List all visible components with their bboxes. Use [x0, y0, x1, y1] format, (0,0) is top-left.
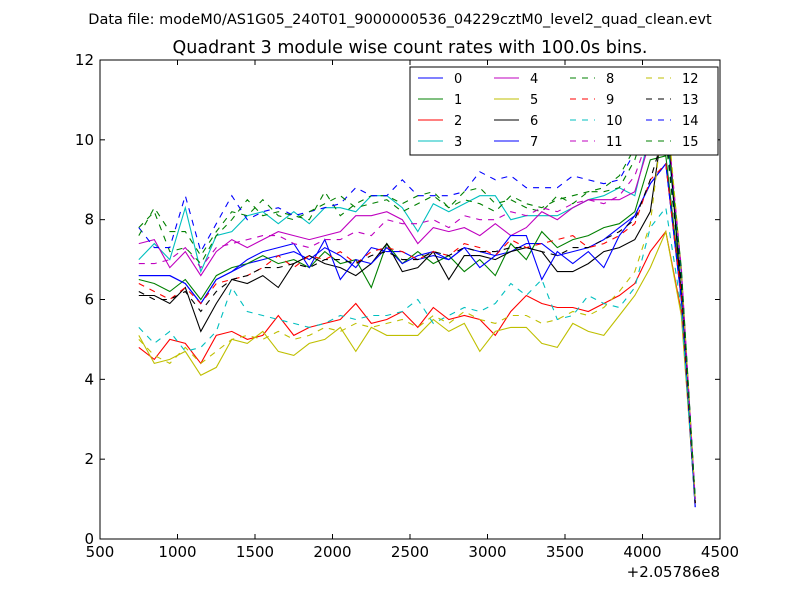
series-line-15	[138, 107, 696, 500]
plot-area: 500 1000 1500 2000 2500 3000 3500 4000 4500 0 2 4 6…	[75, 51, 739, 561]
series-line-1	[138, 155, 696, 504]
legend-label-2: 2	[454, 114, 462, 129]
series-line-7	[138, 162, 696, 508]
legend-label-11: 11	[606, 135, 623, 150]
legend-label-14: 14	[682, 114, 699, 129]
series-line-14	[138, 119, 696, 500]
y-tick-label: 12	[75, 51, 94, 69]
series-line-10	[138, 206, 696, 504]
x-tick-label: 1000	[158, 543, 196, 561]
legend-label-0: 0	[454, 72, 462, 87]
legend-label-5: 5	[530, 93, 538, 108]
legend-label-1: 1	[454, 93, 462, 108]
legend-label-3: 3	[454, 135, 462, 150]
legend-label-7: 7	[530, 135, 538, 150]
legend-label-10: 10	[606, 114, 623, 129]
legend-label-9: 9	[606, 93, 614, 108]
y-tick-label: 8	[84, 211, 94, 229]
x-offset-label: +2.05786e8	[627, 563, 720, 581]
y-tick-label: 10	[75, 131, 94, 149]
x-tick-label: 3500	[546, 543, 584, 561]
series-line-4	[138, 105, 696, 500]
x-tick-label: 4500	[701, 543, 739, 561]
series-line-6	[138, 103, 696, 504]
legend-label-8: 8	[606, 72, 614, 87]
x-tick-label: 1500	[236, 543, 274, 561]
x-tick-label: 2500	[391, 543, 429, 561]
suptitle: Data file: modeM0/AS1G05_240T01_90000005…	[88, 12, 712, 28]
legend-label-15: 15	[682, 135, 699, 150]
x-tick-label: 4000	[623, 543, 661, 561]
series-line-11	[138, 102, 696, 500]
y-tick-label: 4	[84, 370, 94, 388]
legend-label-6: 6	[530, 114, 538, 129]
series-line-13	[138, 127, 696, 504]
legend-label-12: 12	[682, 72, 699, 87]
y-tick-label: 2	[84, 450, 94, 468]
x-tick-label: 3000	[468, 543, 506, 561]
y-tick-label: 6	[84, 291, 94, 309]
legend-frame	[409, 66, 719, 156]
y-tick-label: 0	[84, 530, 94, 548]
legend-label-4: 4	[530, 72, 538, 87]
chart-title: Quadrant 3 module wise count rates with …	[173, 38, 648, 58]
series-layer	[138, 95, 696, 508]
series-line-9	[138, 162, 696, 504]
x-tick-label: 2000	[313, 543, 351, 561]
series-line-8	[138, 110, 696, 500]
legend-label-13: 13	[682, 93, 699, 108]
x-axis: 500 1000 1500 2000 2500 3000 3500 4000 4500	[86, 60, 739, 561]
x-tick-label: 500	[86, 543, 115, 561]
series-line-12	[138, 95, 696, 500]
series-line-3	[138, 123, 696, 500]
